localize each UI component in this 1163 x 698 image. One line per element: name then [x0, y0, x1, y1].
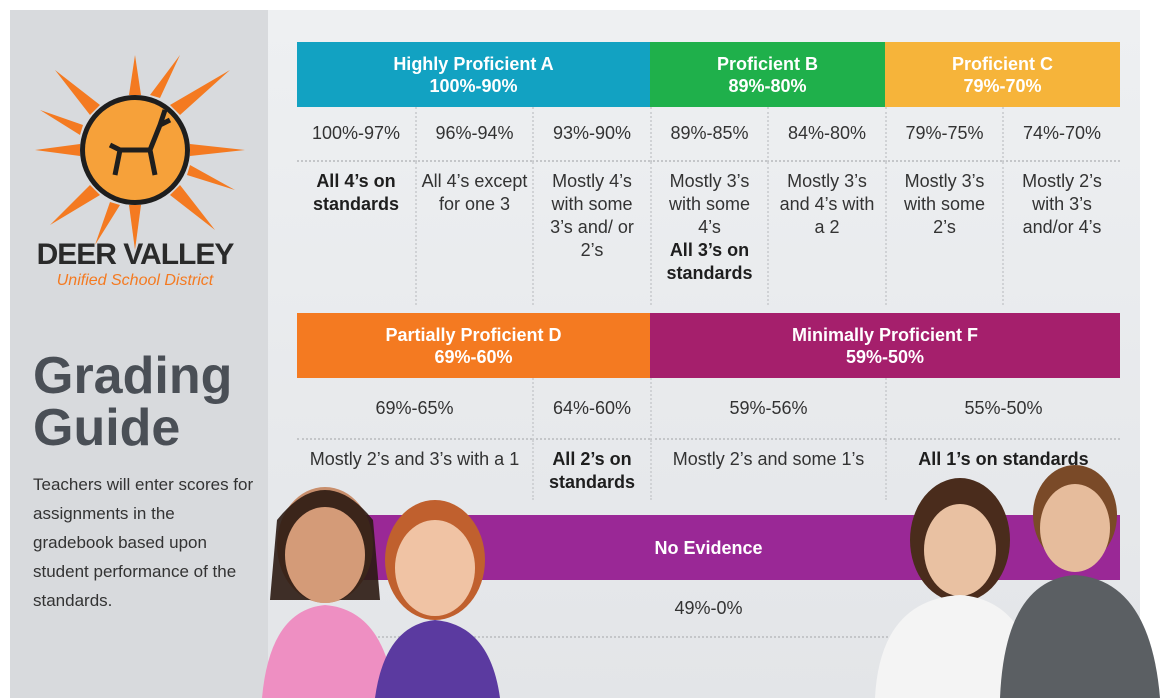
page: DEER VALLEY Unified School District Grad… — [0, 0, 1163, 698]
photos — [0, 0, 1163, 698]
